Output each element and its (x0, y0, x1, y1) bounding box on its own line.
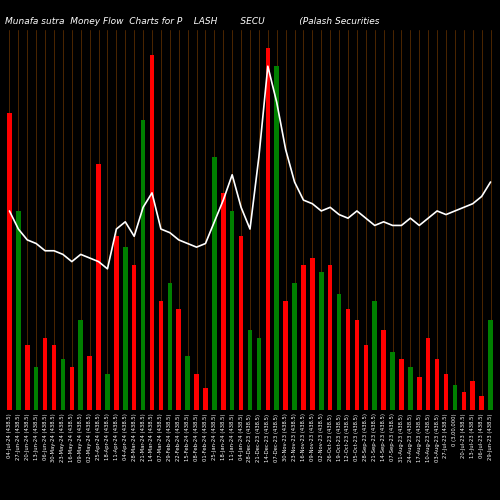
Bar (230, 211, 234, 410)
Bar (480, 396, 484, 410)
Bar (444, 374, 448, 410)
Bar (390, 352, 395, 410)
Bar (212, 156, 216, 410)
Bar (426, 338, 430, 410)
Bar (382, 330, 386, 410)
Bar (96, 164, 101, 410)
Bar (417, 378, 422, 410)
Bar (123, 247, 128, 410)
Bar (470, 381, 475, 410)
Bar (337, 294, 342, 410)
Bar (203, 388, 208, 410)
Bar (274, 66, 279, 410)
Bar (88, 356, 92, 410)
Bar (52, 345, 57, 410)
Bar (141, 120, 146, 410)
Bar (7, 113, 12, 410)
Bar (292, 284, 297, 410)
Bar (248, 330, 252, 410)
Bar (319, 272, 324, 410)
Bar (301, 265, 306, 410)
Bar (372, 302, 377, 410)
Bar (132, 265, 136, 410)
Bar (158, 302, 163, 410)
Bar (43, 338, 48, 410)
Bar (266, 48, 270, 410)
Bar (114, 236, 118, 410)
Bar (16, 211, 20, 410)
Bar (150, 56, 154, 410)
Bar (176, 308, 181, 410)
Bar (364, 345, 368, 410)
Bar (399, 360, 404, 410)
Bar (221, 193, 226, 410)
Bar (462, 392, 466, 410)
Bar (488, 320, 493, 410)
Bar (408, 366, 412, 410)
Bar (452, 384, 457, 410)
Bar (239, 236, 244, 410)
Text: Munafa sutra  Money Flow  Charts for P    LASH        SECU            (Palash Se: Munafa sutra Money Flow Charts for P LAS… (5, 18, 380, 26)
Bar (310, 258, 314, 410)
Bar (105, 374, 110, 410)
Bar (186, 356, 190, 410)
Bar (60, 360, 65, 410)
Bar (346, 308, 350, 410)
Bar (78, 320, 83, 410)
Bar (25, 345, 29, 410)
Bar (194, 374, 199, 410)
Bar (328, 265, 332, 410)
Bar (256, 338, 261, 410)
Bar (70, 366, 74, 410)
Bar (435, 360, 440, 410)
Bar (284, 302, 288, 410)
Bar (168, 284, 172, 410)
Bar (354, 320, 359, 410)
Bar (34, 366, 38, 410)
